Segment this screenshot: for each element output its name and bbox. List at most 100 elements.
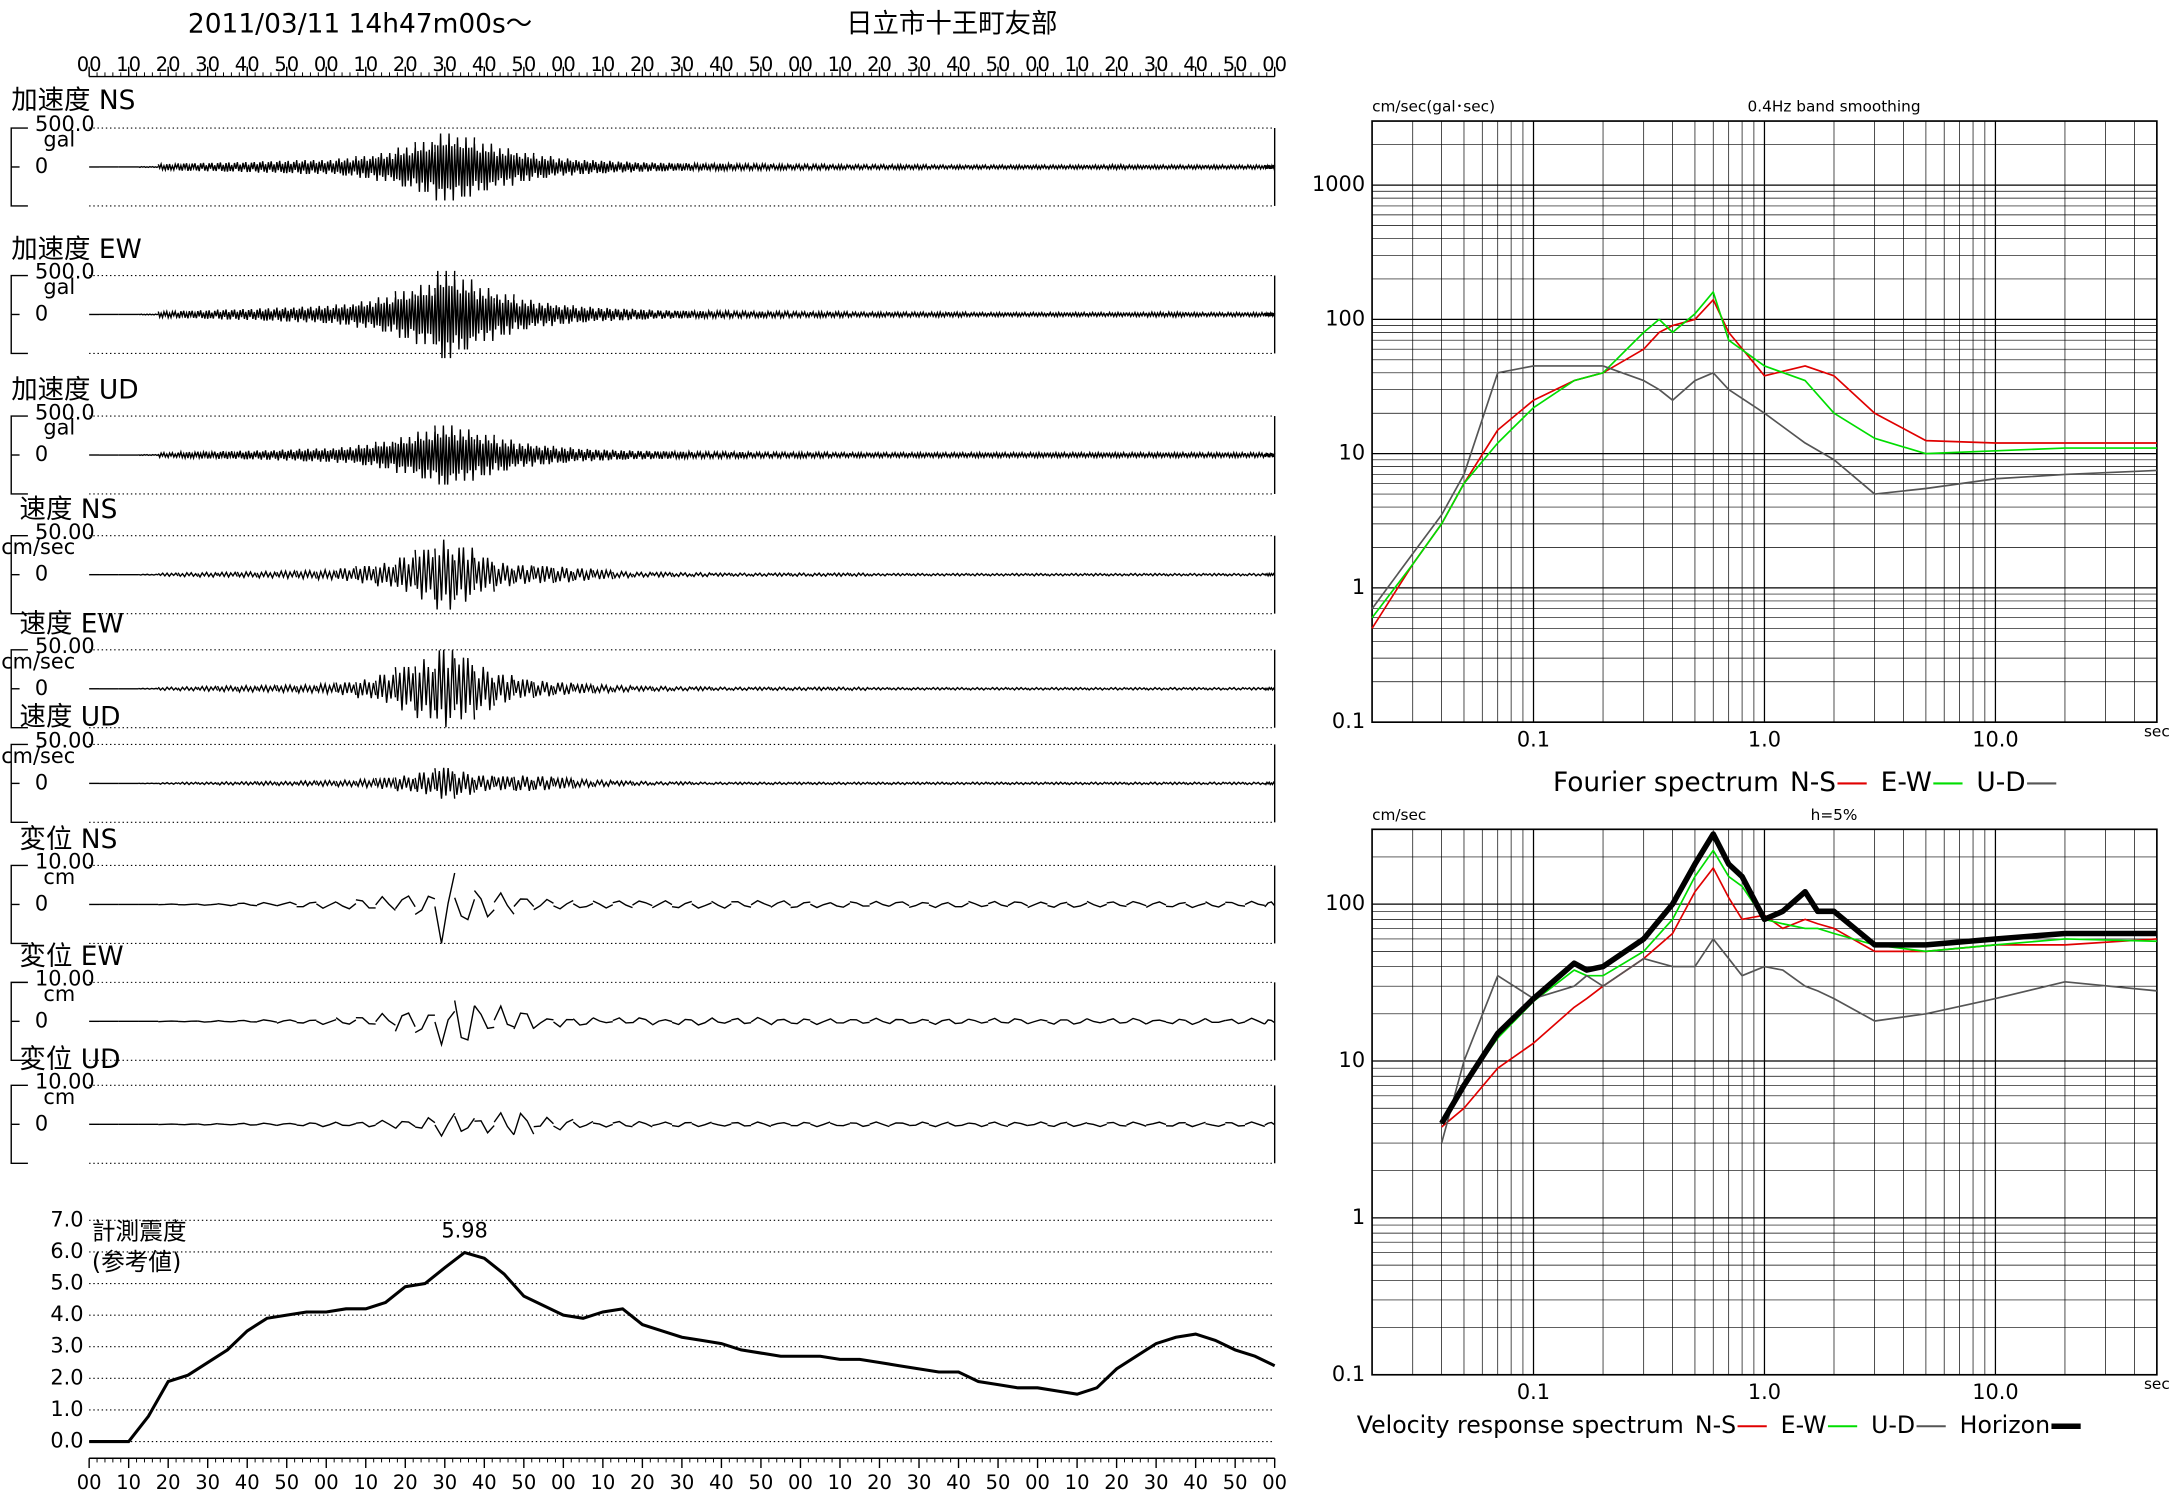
station-name: 日立市十王町友部 [846, 9, 1057, 40]
waveform-segment [315, 681, 337, 697]
waveform-segment [651, 570, 673, 579]
waveform-segment [1046, 310, 1068, 319]
waveform-segment [315, 305, 337, 324]
waveform-segment [928, 901, 949, 909]
waveform-segment [473, 434, 495, 476]
waveform-segment [1224, 781, 1246, 786]
waveform-segment [493, 674, 515, 703]
waveform-segment [513, 299, 535, 330]
time-tick-label: 20 [393, 1471, 418, 1494]
waveform-segment [1125, 450, 1147, 460]
waveform-segment [809, 781, 831, 786]
spectrum-caption: Fourier spectrum [1553, 767, 1779, 798]
intensity-title: 計測震度 [92, 1217, 187, 1245]
waveform-segment [869, 1121, 890, 1128]
waveform-segment [513, 898, 535, 907]
waveform-segment [1106, 781, 1127, 786]
waveform-segment [1165, 572, 1187, 577]
waveform-segment [1125, 163, 1147, 171]
waveform-segment [217, 1019, 238, 1023]
waveform-segment [217, 570, 238, 579]
waveform-segment [177, 449, 199, 461]
waveform-segment [612, 779, 634, 788]
waveform-segment [138, 453, 159, 457]
waveform-segment [394, 147, 416, 187]
time-tick-label: 50 [749, 1471, 774, 1494]
waveform-segment [375, 1119, 396, 1129]
waveform-segment [869, 900, 890, 907]
waveform-segment [533, 898, 554, 911]
plot-note: h=5% [1811, 806, 1858, 824]
waveform-segment [691, 1017, 712, 1026]
waveform-segment [770, 781, 791, 786]
time-tick-label: 40 [946, 53, 971, 76]
waveform-segment [810, 1121, 831, 1128]
waveform-segment [928, 1121, 949, 1128]
waveform-segment [1126, 572, 1147, 577]
waveform-segment [1146, 1121, 1167, 1126]
waveform-segment [315, 901, 337, 910]
waveform-segment [513, 565, 535, 584]
waveform-segment [908, 686, 930, 691]
waveform-segment [276, 449, 298, 461]
waveform-segment [948, 163, 970, 171]
waveform-segment [592, 567, 614, 580]
waveform-segment [414, 549, 436, 600]
trace-title: 変位 NS [20, 824, 118, 855]
intensity-tick-label: 1.0 [50, 1397, 83, 1421]
waveform-segment [1047, 781, 1068, 786]
waveform-segment [1185, 450, 1207, 460]
waveform-segment [276, 307, 298, 322]
time-tick-label: 00 [1025, 53, 1050, 76]
waveform-segment [1086, 1122, 1107, 1128]
waveform-segment [138, 313, 159, 316]
waveform-segment [295, 159, 318, 175]
trace-zero-label: 0 [35, 301, 48, 325]
waveform-segment [335, 447, 357, 463]
waveform-segment [770, 1018, 791, 1026]
time-tick-label: 10 [590, 1471, 615, 1494]
waveform-segment [1185, 1017, 1206, 1026]
waveform-segment [1066, 781, 1088, 786]
waveform-segment [1047, 1019, 1068, 1025]
trace-scale-label: 500.0 [35, 112, 95, 136]
waveform-segment [276, 1019, 297, 1024]
waveform-segment [1066, 572, 1088, 577]
waveform-segment [770, 571, 792, 578]
waveform-segment [1086, 163, 1108, 171]
x-tick-label: 10.0 [1972, 727, 2018, 751]
waveform-segment [197, 310, 219, 319]
waveform-segment [829, 901, 851, 908]
time-tick-label: 20 [393, 53, 418, 76]
waveform-segment [216, 450, 239, 460]
waveform-segment [691, 685, 713, 692]
waveform-segment [868, 162, 891, 172]
waveform-segment [1046, 450, 1068, 460]
time-tick-label: 30 [195, 53, 220, 76]
waveform-segment [1224, 310, 1246, 319]
waveform-segment [1106, 1121, 1127, 1127]
waveform-segment [197, 781, 219, 786]
waveform-segment [453, 279, 476, 350]
waveform-segment [177, 685, 199, 692]
waveform-segment [750, 1121, 772, 1128]
legend-label: U-D [1871, 1411, 1915, 1439]
waveform-segment [671, 900, 692, 909]
time-tick-label: 50 [274, 1471, 299, 1494]
waveform-segment [651, 899, 673, 909]
time-tick-label: 20 [156, 1471, 181, 1494]
waveform-segment [770, 161, 792, 173]
waveform-segment [276, 683, 298, 695]
waveform-segment [868, 450, 891, 460]
waveform-segment [987, 686, 1009, 691]
waveform-segment [948, 1018, 969, 1025]
waveform-segment [158, 903, 179, 906]
plot-frame [1371, 120, 2158, 724]
waveform-segment [829, 309, 851, 320]
waveform-segment [710, 160, 732, 174]
waveform-segment [730, 781, 752, 786]
waveform-segment [592, 1017, 613, 1024]
time-tick-label: 40 [1183, 1471, 1208, 1494]
intensity-subtitle: (参考値) [92, 1248, 181, 1276]
